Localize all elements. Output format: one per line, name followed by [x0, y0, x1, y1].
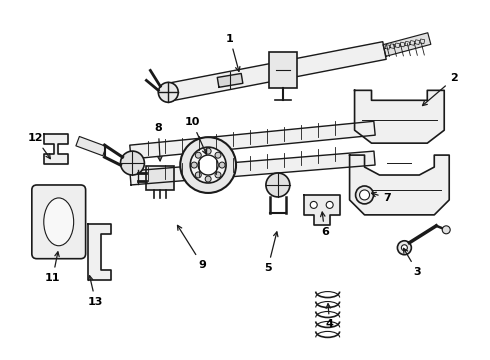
Polygon shape [88, 224, 111, 280]
Text: 3: 3 [404, 248, 421, 276]
Circle shape [266, 173, 290, 197]
Text: 6: 6 [320, 212, 329, 237]
Bar [147, 166, 174, 190]
Polygon shape [400, 42, 405, 47]
Circle shape [326, 201, 333, 208]
Polygon shape [130, 121, 375, 159]
Text: 13: 13 [88, 276, 103, 306]
Text: 2: 2 [422, 73, 458, 105]
Circle shape [310, 201, 317, 208]
Circle shape [191, 162, 197, 168]
Circle shape [205, 176, 211, 182]
Circle shape [158, 82, 178, 102]
Bar [269, 53, 297, 88]
Circle shape [215, 152, 221, 158]
Text: 7: 7 [371, 192, 392, 203]
Polygon shape [76, 136, 106, 156]
Circle shape [360, 190, 369, 200]
Circle shape [442, 226, 450, 234]
Text: 9: 9 [177, 225, 206, 270]
Polygon shape [280, 42, 386, 79]
Text: 8: 8 [154, 123, 162, 161]
Circle shape [198, 155, 218, 175]
Polygon shape [390, 44, 395, 49]
Circle shape [190, 147, 226, 183]
Circle shape [401, 245, 407, 251]
Text: 10: 10 [185, 117, 207, 154]
Polygon shape [385, 45, 390, 49]
Polygon shape [44, 134, 68, 164]
Circle shape [397, 241, 412, 255]
Circle shape [356, 186, 373, 204]
Circle shape [196, 172, 201, 178]
Text: 4: 4 [326, 304, 334, 329]
Polygon shape [395, 43, 400, 48]
Ellipse shape [44, 198, 74, 246]
Polygon shape [304, 195, 340, 225]
Polygon shape [415, 40, 420, 45]
Circle shape [215, 172, 221, 178]
Circle shape [219, 162, 225, 168]
Polygon shape [217, 73, 243, 87]
Text: 12: 12 [28, 133, 50, 159]
Polygon shape [355, 90, 444, 143]
Polygon shape [130, 151, 375, 185]
Text: 11: 11 [45, 252, 60, 283]
Polygon shape [349, 155, 449, 215]
Text: 5: 5 [264, 232, 278, 273]
FancyBboxPatch shape [32, 185, 86, 259]
Polygon shape [420, 39, 425, 44]
Polygon shape [405, 41, 410, 46]
Polygon shape [410, 41, 415, 45]
Circle shape [205, 148, 211, 154]
Circle shape [121, 151, 145, 175]
Circle shape [180, 137, 236, 193]
Polygon shape [167, 62, 284, 101]
Circle shape [196, 152, 201, 158]
Polygon shape [383, 33, 431, 56]
Text: 1: 1 [226, 33, 240, 71]
